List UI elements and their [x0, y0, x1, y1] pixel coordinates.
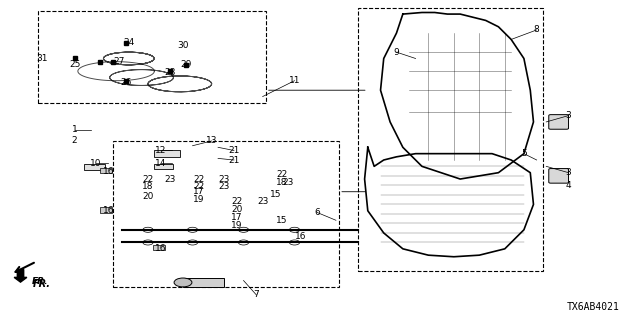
Text: 15: 15 [269, 190, 281, 199]
Text: 23: 23 [164, 174, 176, 184]
Bar [358, 8, 543, 271]
Text: 20: 20 [142, 192, 154, 201]
Text: 22: 22 [232, 197, 243, 206]
Text: 16: 16 [155, 244, 166, 253]
Text: 17: 17 [193, 187, 205, 196]
Text: 23: 23 [219, 174, 230, 184]
Text: 19: 19 [232, 220, 243, 229]
Text: 30: 30 [177, 41, 189, 50]
Text: 22: 22 [276, 170, 287, 179]
Text: 19: 19 [193, 195, 205, 204]
Text: 16: 16 [102, 167, 114, 176]
Text: 5: 5 [521, 149, 527, 158]
Bar [183, 278, 225, 287]
Text: 22: 22 [193, 182, 205, 191]
Text: 18: 18 [142, 182, 154, 191]
Text: 16: 16 [295, 232, 307, 241]
Text: 29: 29 [180, 60, 192, 69]
Text: 3: 3 [566, 111, 572, 120]
Text: 16: 16 [102, 206, 114, 215]
Text: 21: 21 [228, 146, 239, 155]
Text: 12: 12 [155, 146, 166, 155]
Text: 9: 9 [394, 48, 399, 57]
Text: 31: 31 [36, 54, 47, 63]
Text: 21: 21 [228, 156, 239, 164]
Text: 23: 23 [282, 178, 294, 187]
Bar [154, 150, 180, 157]
Text: 2: 2 [72, 136, 77, 146]
Text: 17: 17 [232, 212, 243, 222]
Bar [100, 207, 111, 213]
Text: TX6AB4021: TX6AB4021 [566, 302, 620, 312]
Text: 23: 23 [257, 197, 268, 206]
Text: 8: 8 [534, 25, 540, 35]
Text: 22: 22 [142, 174, 154, 184]
Text: 23: 23 [219, 182, 230, 191]
Text: 24: 24 [124, 38, 134, 47]
FancyBboxPatch shape [548, 169, 568, 183]
Circle shape [174, 278, 192, 287]
Bar [154, 164, 173, 169]
Text: 26: 26 [120, 78, 131, 87]
Text: 11: 11 [289, 76, 300, 85]
Bar [113, 141, 339, 287]
Text: 25: 25 [69, 60, 81, 69]
Text: 14: 14 [155, 159, 166, 168]
Text: 15: 15 [276, 216, 287, 225]
Text: 1: 1 [72, 125, 77, 134]
Text: 20: 20 [232, 205, 243, 214]
Text: 4: 4 [566, 181, 572, 190]
Text: 3: 3 [566, 168, 572, 177]
Text: 27: 27 [113, 57, 125, 66]
Text: 7: 7 [253, 290, 259, 299]
Text: 6: 6 [314, 208, 320, 217]
Text: 22: 22 [193, 174, 205, 184]
Text: 10: 10 [90, 159, 102, 168]
Text: FR.: FR. [33, 279, 51, 289]
Polygon shape [14, 269, 27, 282]
Bar [100, 168, 111, 173]
Text: 13: 13 [206, 136, 218, 146]
Text: 18: 18 [276, 178, 287, 187]
Bar [153, 245, 164, 251]
Text: 28: 28 [164, 68, 176, 77]
Bar [38, 11, 266, 103]
Bar [84, 164, 104, 170]
Text: FR.: FR. [32, 277, 49, 286]
FancyBboxPatch shape [548, 115, 568, 129]
